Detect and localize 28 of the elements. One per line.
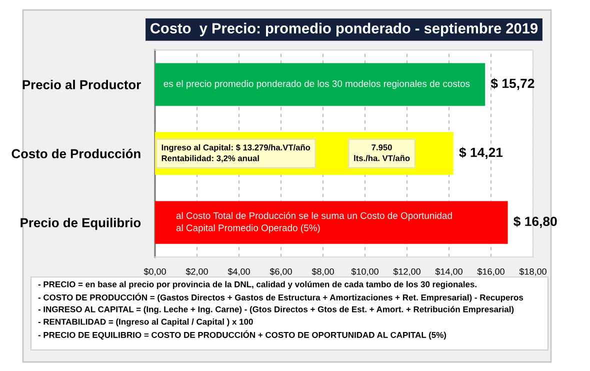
x-tick-label: $16,00 <box>477 268 504 276</box>
x-tick-label: $6,00 <box>270 268 292 276</box>
y-tick-label: Precio al Productor <box>22 80 141 90</box>
data-label: $ 15,72 <box>490 78 534 90</box>
text: - PRECIO DE EQUILIBRIO = COSTO DE PRODUCCIÓN + COSTO DE OPORTUNIDAD AL CAPITAL (5%) <box>38 330 446 340</box>
data-label: $ 14,21 <box>459 147 503 159</box>
text: - COSTO DE PRODUCCIÓN = (Gastos Directos + Gastos de Estructura + Amortizaciones + Ret. Empresarial) - Recuperos <box>38 292 524 302</box>
annotation: es el precio promedio ponderado de los 30 modelos regionales de costos <box>164 80 470 89</box>
text: - RENTABILIDAD = (Ingreso al Capital / Capital ) x 100 <box>38 318 253 326</box>
bar <box>155 63 486 106</box>
x-tick-label: $10,00 <box>351 268 378 276</box>
x-tick-label: $14,00 <box>435 268 462 276</box>
data-label: $ 16,80 <box>514 216 557 228</box>
chart-title: Costo y Precio: promedio ponderado - septiembre 2019 <box>150 22 538 36</box>
x-tick-label: $4,00 <box>228 268 250 276</box>
text: - PRECIO = en base al precio por provincia de la DNL, calidad y volúmen de cada tambo de los 30 regionales. <box>38 280 476 290</box>
y-tick-label: Costo de Producción <box>12 148 140 158</box>
x-tick-label: $8,00 <box>312 268 334 276</box>
annotation: 7.950 lts./ha. VT/año <box>354 144 410 162</box>
bar <box>155 201 508 244</box>
y-tick-label: Precio de Equilibrio <box>20 218 141 230</box>
annotation: Ingreso al Capital: $ 13.279/ha.VT/año Rentabilidad: 3,2% anual <box>162 144 310 162</box>
x-tick-label: $18,00 <box>519 268 546 276</box>
text: - INGRESO AL CAPITAL = (Ing. Leche + Ing. Carne) - (Gtos Directos + Gtos de Est. + Amort. + Retribución Empresarial) <box>38 306 514 314</box>
annotation: al Costo Total de Producción se le suma un Costo de Oportunidad al Capital Promedio Operado (5%) <box>176 212 452 234</box>
x-tick-label: $12,00 <box>393 268 420 276</box>
x-tick-label: $2,00 <box>186 268 208 276</box>
x-tick-label: $0,00 <box>144 268 166 276</box>
